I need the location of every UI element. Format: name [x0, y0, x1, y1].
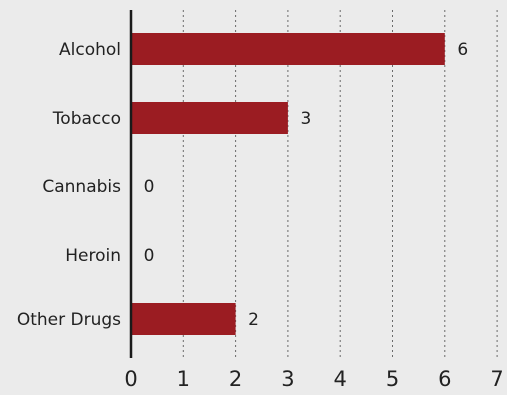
category-label: Other Drugs	[17, 310, 121, 330]
bar-tobacco	[131, 102, 288, 134]
data-label: 2	[248, 310, 259, 330]
category-label: Alcohol	[59, 40, 121, 60]
x-tick-label: 3	[281, 367, 294, 391]
data-label: 6	[457, 40, 468, 60]
category-label: Tobacco	[52, 109, 121, 129]
bars	[131, 33, 445, 335]
labels: Alcohol 6 Tobacco 3 Cannabis 0 Heroin 0 Other Dr…	[17, 40, 504, 391]
data-label: 0	[144, 246, 155, 266]
bar-alcohol	[131, 33, 445, 65]
category-label: Cannabis	[42, 177, 121, 197]
gridlines	[182, 10, 498, 358]
data-label: 0	[144, 177, 155, 197]
x-tick-label: 5	[386, 367, 399, 391]
category-label: Heroin	[65, 246, 121, 266]
x-tick-label: 7	[490, 367, 503, 391]
x-tick-label: 1	[177, 367, 190, 391]
bar-other-drugs	[131, 303, 236, 335]
x-tick-label: 4	[334, 367, 347, 391]
x-tick-label: 2	[229, 367, 242, 391]
data-label: 3	[300, 109, 311, 129]
x-tick-label: 0	[124, 367, 137, 391]
x-tick-label: 6	[438, 367, 451, 391]
